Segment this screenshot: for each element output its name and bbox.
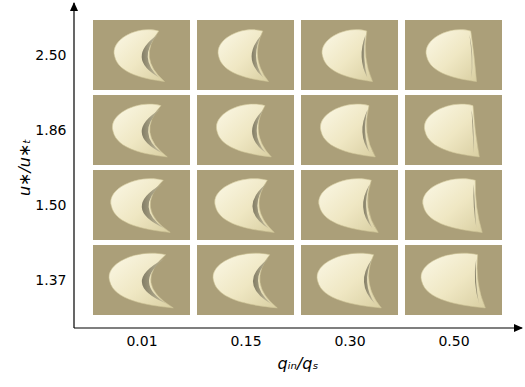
svg-text:1.37: 1.37 — [35, 272, 66, 288]
svg-text:u∗/u∗ₜ: u∗/u∗ₜ — [15, 139, 34, 196]
svg-text:0.15: 0.15 — [230, 333, 261, 349]
svg-text:2.50: 2.50 — [35, 47, 66, 63]
svg-text:qᵢₙ/qₛ: qᵢₙ/qₛ — [278, 354, 319, 373]
svg-text:0.50: 0.50 — [438, 333, 469, 349]
svg-text:1.86: 1.86 — [35, 122, 66, 138]
svg-text:1.50: 1.50 — [35, 197, 66, 213]
svg-text:0.30: 0.30 — [334, 333, 365, 349]
svg-text:0.01: 0.01 — [126, 333, 157, 349]
